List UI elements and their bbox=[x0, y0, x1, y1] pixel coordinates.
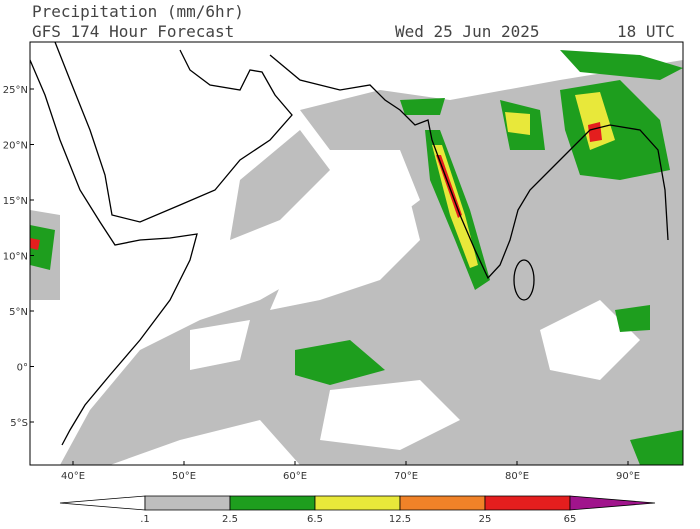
lat-label: 15°N bbox=[3, 196, 28, 207]
lon-label: 90°E bbox=[616, 471, 640, 482]
lon-label: 60°E bbox=[283, 471, 307, 482]
title: Precipitation (mm/6hr) bbox=[32, 2, 244, 21]
colorbar-label: 65 bbox=[564, 514, 577, 525]
lat-label: 5°S bbox=[10, 418, 28, 429]
precip-gaps bbox=[190, 200, 640, 450]
colorbar-label: 25 bbox=[479, 514, 492, 525]
subtitle: GFS 174 Hour Forecast bbox=[32, 22, 234, 41]
colorbar-segment bbox=[569, 495, 656, 511]
lon-label: 50°E bbox=[172, 471, 196, 482]
map-area bbox=[30, 42, 683, 465]
lat-label: 10°N bbox=[3, 252, 28, 263]
lat-label: 0° bbox=[17, 363, 28, 374]
colorbar-segment bbox=[59, 495, 146, 511]
map-frame bbox=[29, 41, 684, 466]
lon-label: 80°E bbox=[505, 471, 529, 482]
colorbar-segment bbox=[399, 495, 486, 511]
lat-label: 5°N bbox=[9, 307, 28, 318]
lon-label: 70°E bbox=[394, 471, 418, 482]
colorbar-segment bbox=[144, 495, 231, 511]
colorbar-label: 2.5 bbox=[222, 514, 238, 525]
coastlines bbox=[30, 42, 669, 446]
lat-label: 25°N bbox=[3, 85, 28, 96]
colorbar-label: 12.5 bbox=[389, 514, 411, 525]
lon-label: 40°E bbox=[61, 471, 85, 482]
colorbar: .1 2.5 6.5 12.5 25 65 bbox=[59, 495, 656, 525]
colorbar-label: 6.5 bbox=[307, 514, 323, 525]
forecast-time: 18 UTC bbox=[617, 22, 675, 41]
forecast-date: Wed 25 Jun 2025 bbox=[395, 22, 540, 41]
colorbar-segment bbox=[484, 495, 571, 511]
colorbar-segment bbox=[229, 495, 316, 511]
colorbar-segment bbox=[314, 495, 401, 511]
colorbar-label: .1 bbox=[140, 514, 150, 525]
lat-label: 20°N bbox=[3, 141, 28, 152]
